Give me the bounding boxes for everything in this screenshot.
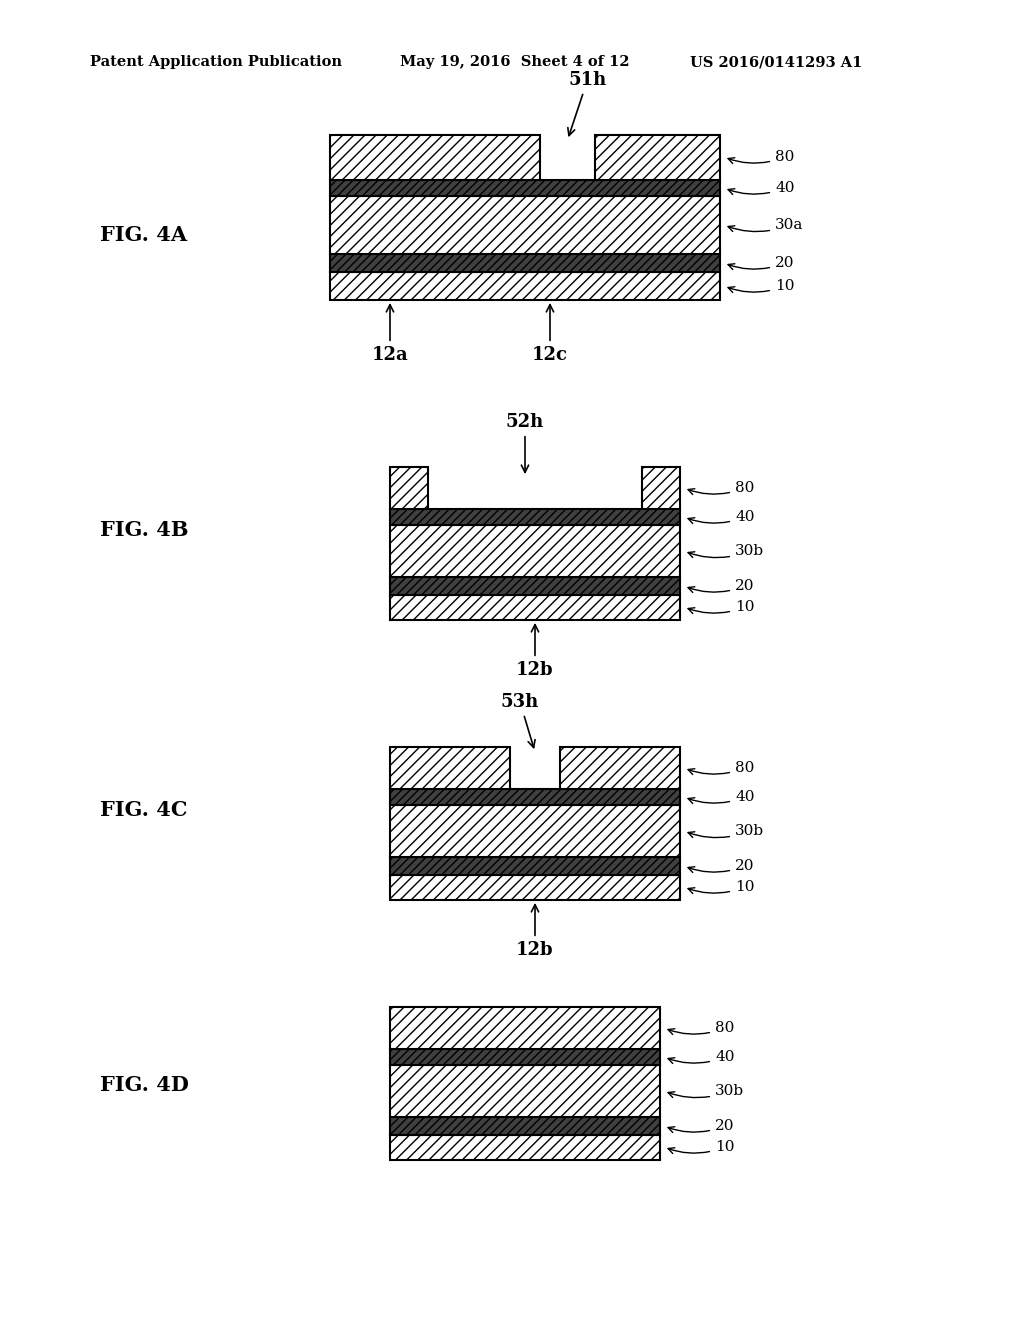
Bar bbox=[330, 195, 720, 253]
Bar bbox=[390, 1065, 660, 1117]
Text: 30b: 30b bbox=[688, 824, 764, 838]
Text: 12b: 12b bbox=[516, 624, 554, 678]
Text: 20: 20 bbox=[688, 579, 755, 593]
Text: 10: 10 bbox=[668, 1140, 734, 1154]
Bar bbox=[390, 577, 680, 595]
Bar bbox=[390, 510, 680, 525]
Text: May 19, 2016  Sheet 4 of 12: May 19, 2016 Sheet 4 of 12 bbox=[400, 55, 630, 69]
Text: 30a: 30a bbox=[728, 218, 804, 232]
Text: 40: 40 bbox=[688, 510, 755, 524]
Text: 80: 80 bbox=[688, 480, 755, 495]
Bar bbox=[390, 1135, 660, 1160]
Bar bbox=[390, 1007, 660, 1049]
Text: 40: 40 bbox=[668, 1049, 734, 1064]
Text: FIG. 4D: FIG. 4D bbox=[100, 1074, 188, 1096]
Bar bbox=[330, 180, 720, 195]
Text: 40: 40 bbox=[728, 181, 795, 195]
Text: 51h: 51h bbox=[568, 71, 606, 136]
Bar bbox=[390, 595, 680, 620]
Text: 80: 80 bbox=[688, 762, 755, 775]
Bar bbox=[330, 253, 720, 272]
Bar bbox=[390, 857, 680, 875]
Bar bbox=[595, 135, 720, 180]
Bar bbox=[560, 747, 680, 789]
Bar bbox=[390, 1049, 660, 1065]
Bar bbox=[642, 467, 680, 510]
Text: 52h: 52h bbox=[506, 413, 544, 473]
Text: US 2016/0141293 A1: US 2016/0141293 A1 bbox=[690, 55, 862, 69]
Text: Patent Application Publication: Patent Application Publication bbox=[90, 55, 342, 69]
Text: 20: 20 bbox=[728, 256, 795, 271]
Bar bbox=[390, 467, 428, 510]
Bar bbox=[390, 805, 680, 857]
Text: 30b: 30b bbox=[688, 544, 764, 558]
Text: 10: 10 bbox=[728, 279, 795, 293]
Text: 10: 10 bbox=[688, 601, 755, 614]
Text: 12b: 12b bbox=[516, 904, 554, 960]
Bar bbox=[390, 1117, 660, 1135]
Text: FIG. 4A: FIG. 4A bbox=[100, 224, 187, 246]
Text: 80: 80 bbox=[668, 1020, 734, 1035]
Text: 10: 10 bbox=[688, 880, 755, 894]
Bar bbox=[390, 525, 680, 577]
Text: 40: 40 bbox=[688, 789, 755, 804]
Text: FIG. 4C: FIG. 4C bbox=[100, 800, 187, 820]
Bar bbox=[330, 272, 720, 300]
Text: 20: 20 bbox=[668, 1119, 734, 1133]
Bar bbox=[330, 135, 540, 180]
Text: 12c: 12c bbox=[532, 305, 568, 364]
Text: FIG. 4B: FIG. 4B bbox=[100, 520, 188, 540]
Text: 53h: 53h bbox=[501, 693, 539, 747]
Text: 30b: 30b bbox=[668, 1084, 744, 1098]
Bar bbox=[390, 747, 510, 789]
Bar bbox=[390, 875, 680, 900]
Bar bbox=[390, 789, 680, 805]
Text: 20: 20 bbox=[688, 859, 755, 873]
Text: 80: 80 bbox=[728, 150, 795, 164]
Text: 12a: 12a bbox=[372, 305, 409, 364]
